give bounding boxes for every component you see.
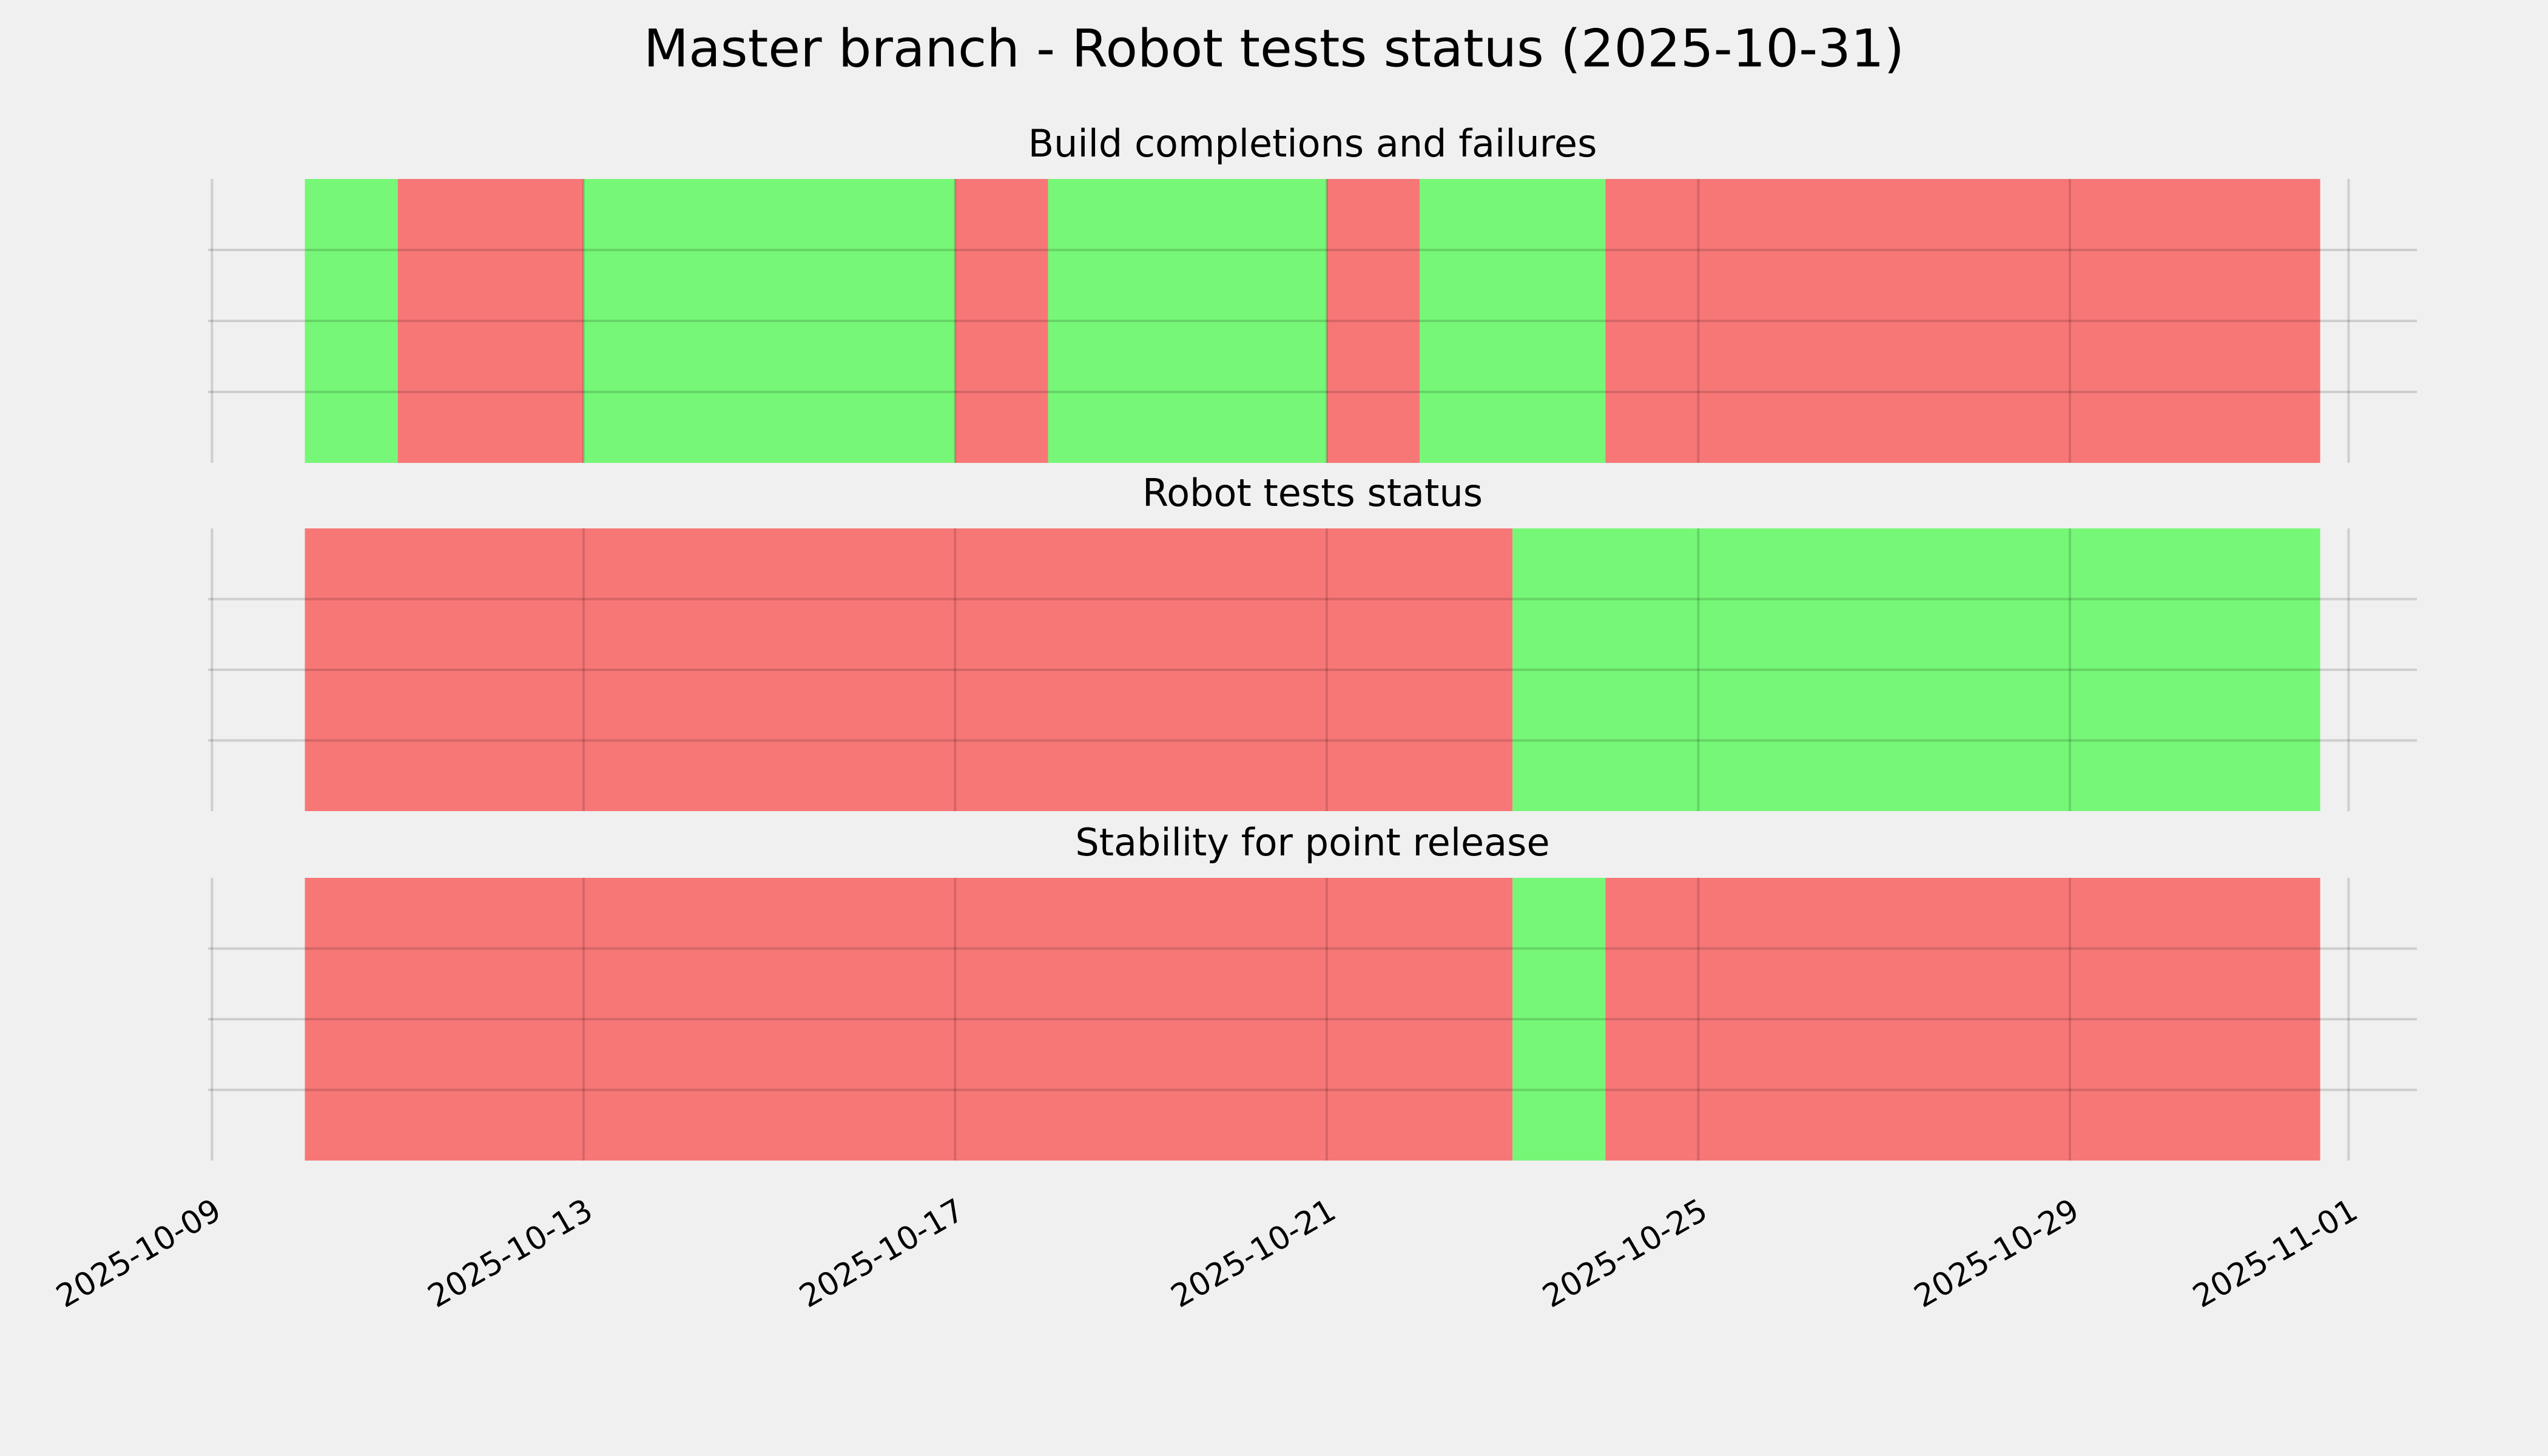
status-span [305,179,398,463]
status-span [1048,179,1327,463]
status-span [1326,179,1420,463]
subplot-title: Build completions and failures [1028,121,1597,166]
subplot-title: Stability for point release [1075,820,1549,864]
status-span [305,528,1513,811]
chart-title: Master branch - Robot tests status (2025… [644,18,1904,79]
status-span [1512,878,1606,1161]
status-span [955,179,1048,463]
status-span [1512,528,2320,811]
subplot-title: Robot tests status [1142,471,1483,515]
status-span [1605,179,2320,463]
status-span [1605,878,2320,1161]
status-span [305,878,1513,1161]
status-span [1420,179,1606,463]
status-span [583,179,956,463]
status-span [397,179,584,463]
